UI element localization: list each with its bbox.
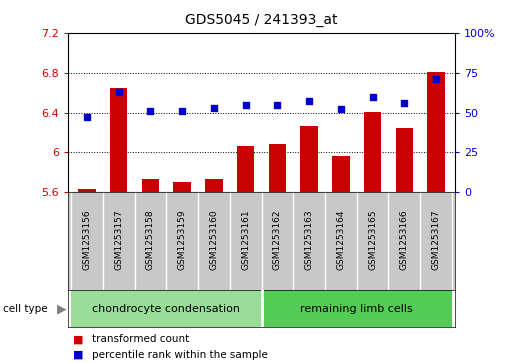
Bar [332,156,349,192]
Point [400,100,408,106]
Point [146,108,155,114]
Title: GDS5045 / 241393_at: GDS5045 / 241393_at [185,13,338,28]
Text: percentile rank within the sample: percentile rank within the sample [92,350,267,360]
Bar [71,290,262,327]
Text: GSM1253162: GSM1253162 [273,209,282,270]
Text: transformed count: transformed count [92,334,189,344]
Text: ■: ■ [73,350,84,360]
Text: GSM1253159: GSM1253159 [178,209,187,270]
Text: GSM1253156: GSM1253156 [83,209,92,270]
Bar [142,179,159,192]
Text: cell type: cell type [3,303,47,314]
Text: chondrocyte condensation: chondrocyte condensation [93,303,241,314]
Point [242,102,250,107]
Point [210,105,218,111]
Text: GSM1253165: GSM1253165 [368,209,377,270]
Bar [300,126,318,192]
Text: GSM1253163: GSM1253163 [304,209,314,270]
Bar [427,72,445,192]
Bar [269,144,286,192]
Text: GSM1253164: GSM1253164 [336,209,345,270]
Bar [364,111,381,192]
Text: ▶: ▶ [57,302,66,315]
Text: ■: ■ [73,334,84,344]
Point [83,114,91,120]
Bar [78,189,96,192]
Bar [110,87,128,192]
Point [115,89,123,95]
Text: GSM1253166: GSM1253166 [400,209,409,270]
Point [305,98,313,104]
Bar [395,127,413,192]
Text: GSM1253158: GSM1253158 [146,209,155,270]
Text: GSM1253167: GSM1253167 [431,209,440,270]
Text: GSM1253160: GSM1253160 [209,209,219,270]
Point [273,102,281,107]
Bar [205,179,223,192]
Point [368,94,377,99]
Text: GSM1253161: GSM1253161 [241,209,250,270]
Point [432,76,440,82]
Text: GSM1253157: GSM1253157 [114,209,123,270]
Bar [174,182,191,192]
Bar [237,147,254,192]
Point [178,108,186,114]
Bar [262,290,452,327]
Point [337,106,345,112]
Text: remaining limb cells: remaining limb cells [300,303,413,314]
